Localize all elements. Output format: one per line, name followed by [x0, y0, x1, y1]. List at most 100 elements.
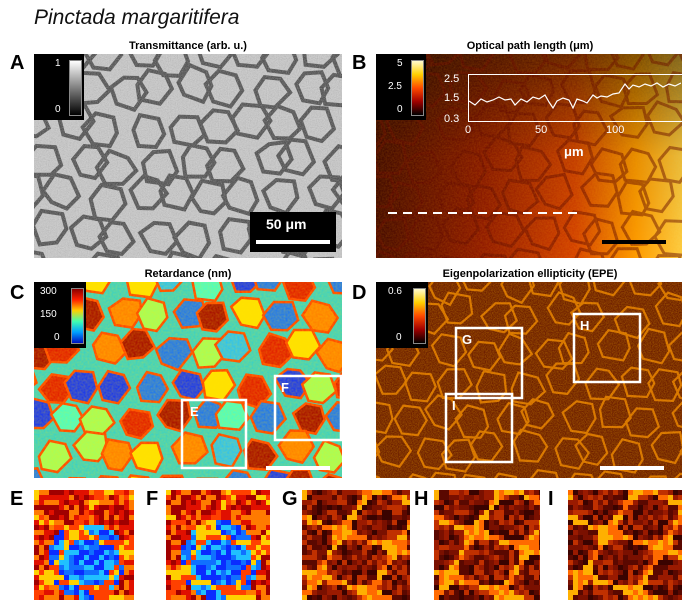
zoom-pixel	[663, 545, 668, 550]
zoom-pixel	[578, 550, 583, 555]
zoom-pixel	[402, 590, 407, 595]
zoom-pixel	[327, 595, 332, 600]
zoom-pixel	[573, 545, 578, 550]
zoom-pixel	[524, 525, 529, 530]
zoom-pixel	[119, 550, 124, 555]
zoom-pixel	[633, 570, 638, 575]
zoom-pixel	[678, 500, 682, 505]
zoom-pixel	[171, 560, 176, 565]
zoom-pixel	[211, 490, 216, 495]
zoom-pixel	[464, 505, 469, 510]
zoom-pixel	[449, 580, 454, 585]
zoom-pixel	[377, 495, 382, 500]
zoom-pixel	[573, 515, 578, 520]
zoom-pixel	[84, 595, 89, 600]
zoom-pixel	[367, 555, 372, 560]
zoom-pixel	[59, 525, 64, 530]
panel-c-colorbar-mid: 150	[40, 309, 57, 320]
zoom-pixel	[312, 545, 317, 550]
zoom-pixel	[454, 525, 459, 530]
zoom-pixel	[648, 560, 653, 565]
zoom-pixel	[653, 550, 658, 555]
zoom-pixel	[382, 535, 387, 540]
zoom-pixel	[454, 495, 459, 500]
zoom-pixel	[99, 530, 104, 535]
zoom-pixel	[464, 525, 469, 530]
zoom-pixel	[489, 565, 494, 570]
zoom-pixel	[568, 575, 573, 580]
zoom-pixel	[464, 560, 469, 565]
zoom-pixel	[509, 570, 514, 575]
zoom-pixel	[186, 545, 191, 550]
zoom-pixel	[186, 515, 191, 520]
zoom-pixel	[524, 495, 529, 500]
zoom-pixel	[608, 540, 613, 545]
zoom-pixel	[109, 495, 114, 500]
zoom-pixel	[469, 525, 474, 530]
zoom-pixel	[593, 535, 598, 540]
zoom-pixel	[578, 555, 583, 560]
zoom-pixel	[261, 585, 266, 590]
panel-d-title: Eigenpolarization ellipticity (EPE)	[442, 268, 618, 280]
zoom-pixel	[44, 595, 49, 600]
zoom-pixel	[623, 570, 628, 575]
zoom-pixel	[44, 525, 49, 530]
zoom-pixel	[663, 570, 668, 575]
zoom-pixel	[79, 495, 84, 500]
zoom-pixel	[176, 560, 181, 565]
zoom-pixel	[583, 540, 588, 545]
zoom-pixel	[534, 525, 539, 530]
zoom-pixel	[312, 490, 317, 495]
zoom-pixel	[221, 585, 226, 590]
zoom-pixel	[201, 535, 206, 540]
zoom-pixel	[49, 560, 54, 565]
zoom-pixel	[444, 565, 449, 570]
zoom-pixel	[119, 555, 124, 560]
zoom-pixel	[583, 510, 588, 515]
zoom-pixel	[236, 505, 241, 510]
zoom-pixel	[598, 525, 603, 530]
zoom-pixel	[186, 490, 191, 495]
zoom-pixel	[479, 510, 484, 515]
zoom-pixel	[539, 510, 540, 515]
zoom-pixel	[474, 585, 479, 590]
zoom-pixel	[94, 520, 99, 525]
zoom-pixel	[261, 545, 266, 550]
zoom-pixel	[246, 520, 251, 525]
zoom-pixel	[352, 500, 357, 505]
zoom-pixel	[583, 590, 588, 595]
zoom-pixel	[519, 580, 524, 585]
zoom-pixel	[196, 570, 201, 575]
zoom-pixel	[524, 550, 529, 555]
zoom-pixel	[236, 490, 241, 495]
zoom-pixel	[673, 500, 678, 505]
zoom-pixel	[484, 555, 489, 560]
zoom-pixel	[392, 550, 397, 555]
zoom-pixel	[392, 595, 397, 600]
zoom-e-image	[34, 490, 134, 600]
zoom-pixel	[444, 530, 449, 535]
zoom-pixel	[357, 540, 362, 545]
zoom-pixel	[312, 520, 317, 525]
zoom-pixel	[469, 580, 474, 585]
zoom-pixel	[678, 575, 682, 580]
zoom-pixel	[593, 530, 598, 535]
zoom-pixel	[342, 575, 347, 580]
zoom-pixel	[392, 495, 397, 500]
zoom-pixel	[648, 575, 653, 580]
zoom-pixel	[64, 555, 69, 560]
zoom-pixel	[176, 505, 181, 510]
zoom-pixel	[302, 595, 307, 600]
zoom-pixel	[171, 570, 176, 575]
zoom-pixel	[362, 530, 367, 535]
zoom-pixel	[494, 575, 499, 580]
zoom-pixel	[64, 590, 69, 595]
zoom-pixel	[362, 575, 367, 580]
zoom-pixel	[534, 535, 539, 540]
zoom-pixel	[196, 540, 201, 545]
zoom-pixel	[211, 510, 216, 515]
zoom-pixel	[119, 500, 124, 505]
zoom-pixel	[367, 535, 372, 540]
zoom-pixel	[124, 575, 129, 580]
zoom-pixel	[608, 585, 613, 590]
